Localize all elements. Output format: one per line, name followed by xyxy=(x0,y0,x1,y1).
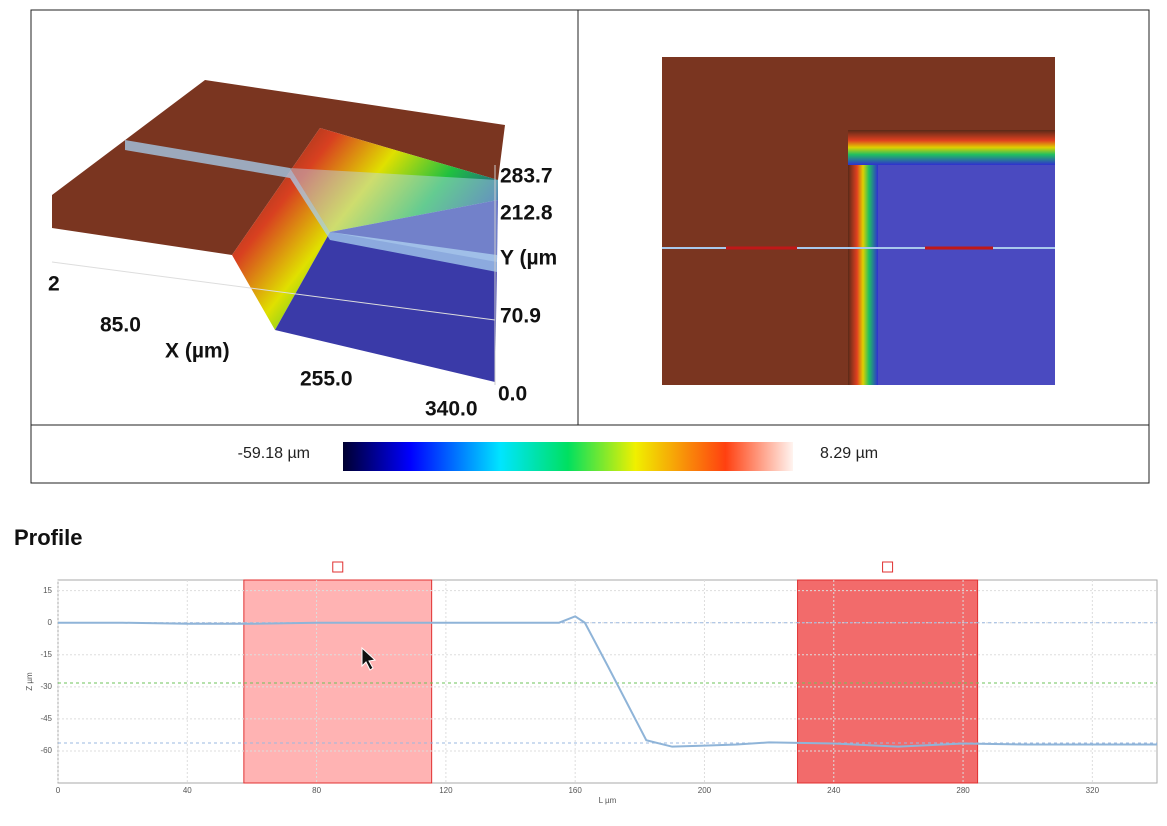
colorbar: -59.18 µm 8.29 µm xyxy=(238,442,878,471)
frame xyxy=(30,9,1150,484)
profile-plane xyxy=(125,140,497,272)
x-tick-label: 280 xyxy=(956,786,970,795)
surface-wall xyxy=(232,128,498,330)
z-tick-label: 283.7 xyxy=(500,165,553,188)
axis-label: X (µm) xyxy=(165,340,230,363)
axis-line xyxy=(51,261,496,321)
image-edge xyxy=(848,130,878,385)
colorbar-max: 8.29 µm xyxy=(820,445,878,462)
image-edge xyxy=(848,130,1055,165)
colorbar-gradient xyxy=(343,442,793,471)
region xyxy=(797,579,979,784)
x-tick-label: 255.0 xyxy=(300,368,353,391)
x-tick-label: 340.0 xyxy=(425,398,478,421)
y-tick-label: 0 xyxy=(48,618,53,627)
x-tick-label: 200 xyxy=(698,786,712,795)
colorbar-min: -59.18 µm xyxy=(238,445,310,462)
mouse-cursor xyxy=(361,646,377,671)
y-tick-label: 15 xyxy=(43,586,52,595)
x-tick-label: 80 xyxy=(312,786,321,795)
y-tick-label: -60 xyxy=(40,746,52,755)
profile-chart: 15 0 -15 -30 -45 -60 0 40 80 120 160 200 240 280 320 L … xyxy=(25,561,1158,805)
y-tick-label: -15 xyxy=(40,650,52,659)
x-tick-label: 2 xyxy=(48,273,60,296)
plot-area xyxy=(57,579,1158,784)
region xyxy=(243,579,433,784)
axis-label: Y (µm xyxy=(500,247,557,270)
y-tick-label: -30 xyxy=(40,682,52,691)
surface-floor xyxy=(275,200,498,382)
x-tick-label: 120 xyxy=(439,786,453,795)
x-tick-label: 0 xyxy=(56,786,61,795)
image-pit xyxy=(878,165,1055,385)
y-tick-label: -45 xyxy=(40,714,52,723)
x-tick-label: 85.0 xyxy=(100,314,141,337)
x-tick-label: 160 xyxy=(568,786,582,795)
y-axis-label: Z µm xyxy=(25,672,34,691)
z-tick-label: 212.8 xyxy=(500,202,553,225)
region-marker xyxy=(882,561,894,573)
x-axis-label: L µm xyxy=(599,796,617,805)
region-marker xyxy=(332,561,344,573)
viewer-frame xyxy=(30,9,1150,484)
x-tick-label: 40 xyxy=(183,786,192,795)
z-tick-label: 70.9 xyxy=(500,305,541,328)
profile-plane xyxy=(290,168,498,262)
view-3d: 283.7 212.8 Y (µm 70.9 0.0 2 85.0 X (µm)… xyxy=(48,80,557,421)
x-tick-label: 320 xyxy=(1086,786,1100,795)
section-heading: Profile xyxy=(14,525,82,550)
x-tick-label: 240 xyxy=(827,786,841,795)
profile-line xyxy=(58,615,1157,748)
view-2d xyxy=(662,57,1055,385)
z-tick-label: 0.0 xyxy=(498,383,527,406)
